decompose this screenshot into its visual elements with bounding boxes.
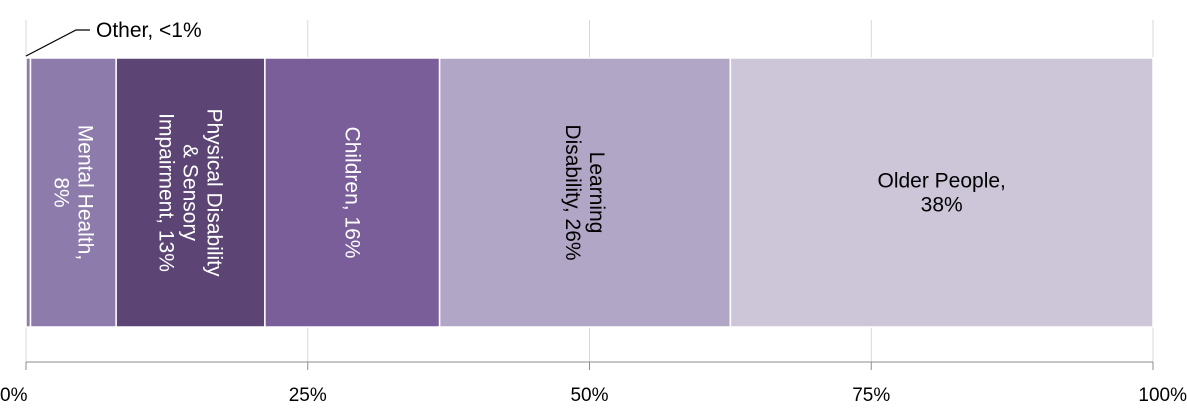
segment-label-mental-health: Mental Health,8% bbox=[49, 125, 96, 260]
x-tick-label: 25% bbox=[289, 385, 327, 406]
x-tick-label: 0% bbox=[0, 385, 28, 406]
x-tick-label: 100% bbox=[1138, 385, 1187, 406]
segment-label-older-people: Older People, 38% bbox=[877, 170, 1005, 217]
segment-label-children: Children, 16% bbox=[340, 127, 363, 259]
bar-segment-older-people bbox=[729, 57, 1154, 328]
segment-labels: Mental Health,8% Physical Disability& Sen… bbox=[49, 108, 1006, 277]
other-callout: Other, <1% bbox=[25, 19, 202, 57]
bar-segment-learning-disability bbox=[438, 57, 732, 328]
x-tick-label: 75% bbox=[852, 385, 890, 406]
x-axis: 0% 25% 50% 75% 100% bbox=[0, 361, 1187, 406]
x-tick-label: 50% bbox=[570, 385, 608, 406]
bar-segment-children bbox=[264, 57, 441, 328]
segment-label-physical-disability-sensory-impairment: Physical Disability& SensoryImpairment, … bbox=[155, 108, 226, 277]
bar-segment-mental-health bbox=[29, 57, 117, 328]
segment-label-learning-disability: LearningDisability, 26% bbox=[561, 124, 608, 260]
callout-label: Other, <1% bbox=[96, 19, 202, 42]
bar-segment-physical-disability-sensory-impairment bbox=[115, 57, 266, 328]
callout-leader-line bbox=[25, 29, 90, 57]
bar-segments bbox=[25, 57, 1154, 328]
